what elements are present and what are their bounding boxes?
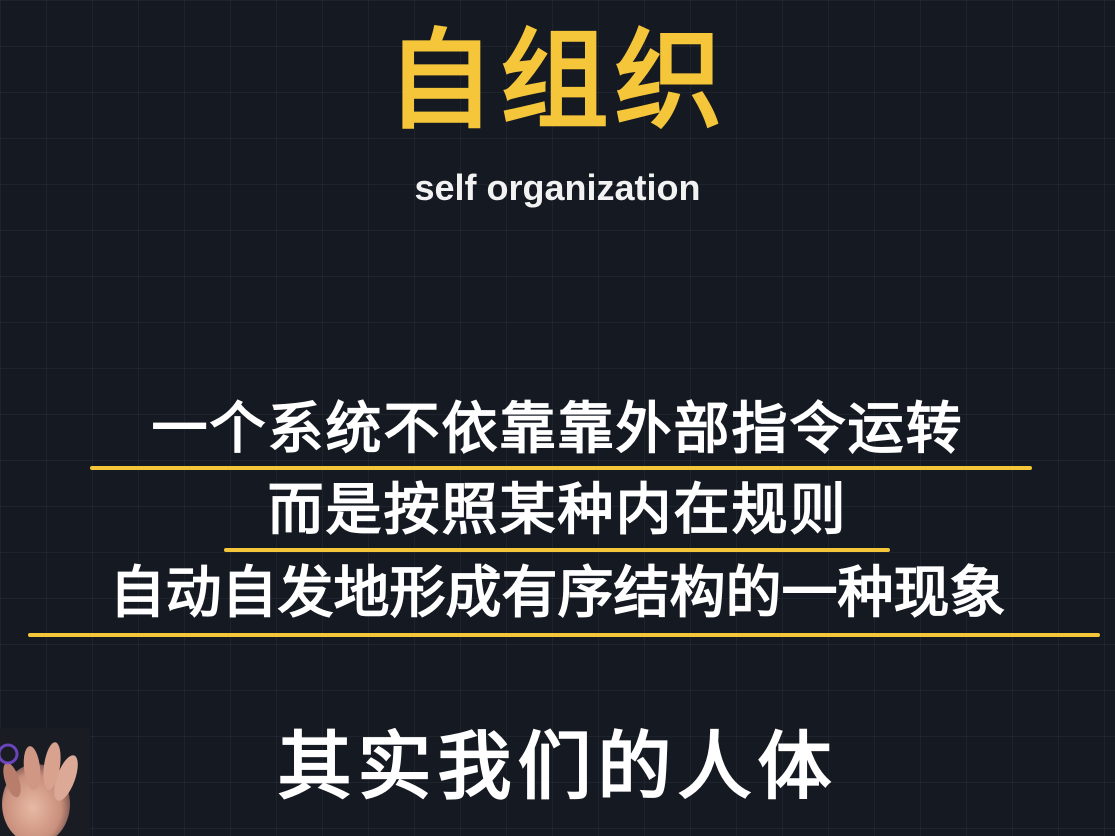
slide-subtitle: self organization bbox=[414, 167, 701, 208]
definition-underline-1 bbox=[90, 466, 1032, 470]
definition-line-3: 自动自发地形成有序结构的一种现象 bbox=[109, 561, 1006, 626]
definition-line-2: 而是按照某种内在规则 bbox=[267, 478, 848, 543]
slide-title: 自组织 bbox=[386, 19, 729, 144]
definition-underline-2 bbox=[224, 548, 890, 552]
footer-caption: 其实我们的人体 bbox=[277, 724, 838, 810]
definition-line-1: 一个系统不依靠靠外部指令运转 bbox=[151, 397, 964, 462]
hand-icon bbox=[0, 728, 90, 836]
definition-underline-3 bbox=[28, 633, 1100, 637]
presenter-hand-image bbox=[0, 728, 90, 836]
